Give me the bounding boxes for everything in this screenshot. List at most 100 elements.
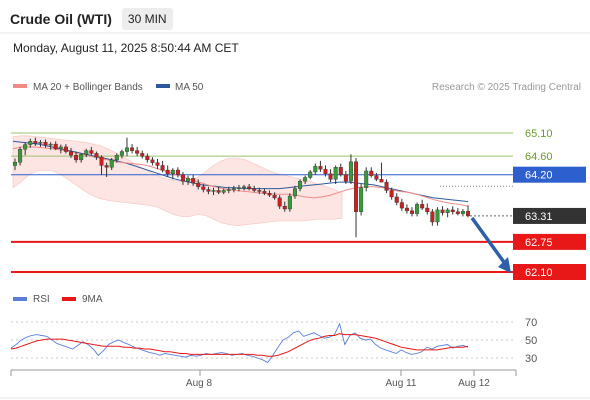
candle-body [298,180,303,189]
candle-body [323,168,328,174]
candle-body [364,170,369,188]
candle-body [53,143,58,149]
candle-body [354,161,359,212]
legend-ma20-label: MA 20 + Bollinger Bands [33,82,143,93]
instrument-title: Crude Oil (WTI) [10,11,112,27]
candle-body [440,209,445,213]
rsi-legend-swatch [13,297,27,301]
bollinger-band [12,135,343,227]
legend-swatch-ma20 [13,84,27,88]
legend: MA 20 + Bollinger Bands MA 50 Research ©… [13,82,581,93]
x-tick-label-aug12: Aug 12 [458,378,490,389]
candle-body [460,211,465,214]
level-label-text: 62.10 [525,267,553,279]
level-label-text: 64.60 [525,151,553,163]
candle-body [135,150,140,154]
candle-body [410,210,415,214]
candle-body [236,187,241,189]
candle-body [262,191,267,194]
candle-body [308,171,313,178]
x-axis: Aug 8 Aug 11 Aug 12 [10,369,517,389]
rsi-tick-label: 70 [525,317,537,329]
candle-body [175,169,180,175]
rsi-legend: RSI 9MA [13,294,103,305]
rsi-panel: 70 50 30 [10,317,537,365]
level-label-box [513,264,586,280]
candle-body [145,155,150,161]
candle-body [328,173,333,180]
candle-body [99,156,104,166]
copyright-text: Research © 2025 Trading Central [432,82,581,93]
candle-body [252,188,257,191]
candle-body [186,178,191,182]
projection-arrow-shaft [470,216,508,267]
candle-body [292,188,297,197]
projection-arrow-head [498,257,511,273]
candle-body [201,186,206,190]
candle-body [196,182,201,187]
candle-body [415,204,420,214]
candle-body [211,190,216,192]
candle-body [420,204,425,209]
candle-body [68,151,73,156]
x-tick-label-aug11: Aug 11 [386,378,417,389]
rsi-tick-label: 30 [525,353,537,365]
candle-body [84,150,89,155]
candle-body [231,188,236,190]
candle-body [404,207,409,212]
candle-body [28,141,33,145]
candle-body [221,190,226,193]
candle-body [63,146,68,152]
candle-body [333,167,338,180]
candle-body [119,151,124,156]
rsi-line [10,322,469,364]
candle-body [104,165,109,168]
candle-body [247,186,252,189]
candle-body [389,190,394,198]
candle-body [435,209,440,223]
candle-body [277,197,282,207]
candle-body [338,167,343,175]
candle-body [58,146,63,149]
candle-body [399,202,404,209]
title-row: Crude Oil (WTI) 30 MIN [10,8,173,30]
candle-body [155,162,160,166]
candle-body [124,147,129,152]
candle-body [160,165,165,171]
candle-body [74,155,79,161]
candle-body [23,144,28,150]
candle-body [79,154,84,161]
candle-body [374,175,379,180]
rsi-ma-legend-label: 9MA [82,294,103,305]
candle-body [359,187,364,212]
candle-body [379,179,384,183]
x-tick-label-aug8: Aug 8 [186,378,213,389]
candle-body [282,206,287,210]
candle-body [48,143,53,146]
candle-body [89,150,94,154]
candle-body [206,189,211,192]
levels-layer [11,132,513,273]
timeframe-badge[interactable]: 30 MIN [121,8,173,30]
candle-body [109,159,114,168]
candle-body [272,194,277,199]
rsi-ma-legend-swatch [62,297,76,301]
candle-body [257,190,262,192]
candle-body [130,147,135,151]
level-label-box [513,207,586,224]
candle-body [18,149,23,163]
candle-body [348,161,353,182]
candle-body [394,196,399,203]
candle-body [94,153,99,158]
candle-body [33,141,38,144]
rsi-ma-line [10,333,469,357]
candle-body [242,186,247,188]
candle-body [425,207,430,212]
candle-body [114,155,119,161]
candle-body [369,170,374,176]
level-label-text: 65.10 [525,128,553,140]
level-label-box [513,166,586,183]
level-label-box [513,233,586,250]
